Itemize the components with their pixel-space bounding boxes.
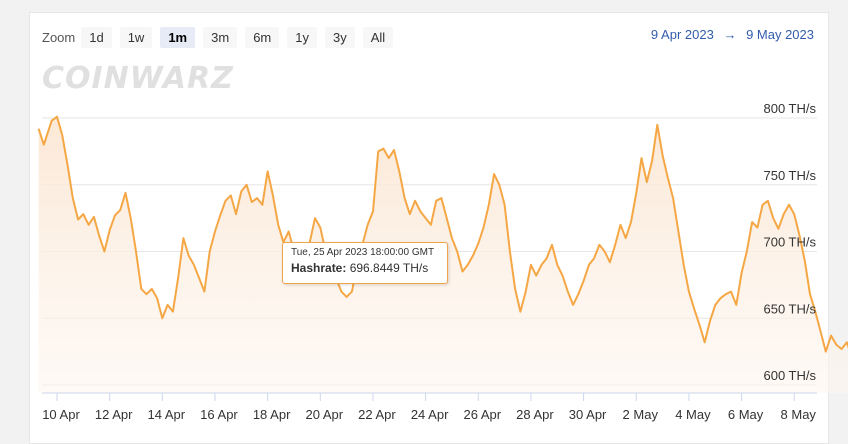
x-tick-label: 30 Apr: [569, 407, 607, 422]
x-tick-label: 18 Apr: [253, 407, 291, 422]
x-tick-label: 20 Apr: [306, 407, 344, 422]
range-to-date[interactable]: 9 May 2023: [746, 27, 814, 42]
x-tick-label: 2 May: [623, 407, 659, 422]
x-tick-label: 6 May: [728, 407, 764, 422]
tooltip-row: Hashrate: 696.8449 TH/s: [291, 261, 439, 275]
zoom-button-all[interactable]: All: [362, 26, 394, 48]
zoom-button-6m[interactable]: 6m: [245, 26, 280, 48]
x-tick-label: 12 Apr: [95, 407, 133, 422]
x-tick-label: 28 Apr: [516, 407, 554, 422]
zoom-button-1y[interactable]: 1y: [287, 26, 317, 48]
x-tick-label: 8 May: [781, 407, 817, 422]
x-tick-label: 10 Apr: [42, 407, 80, 422]
tooltip-label: Hashrate:: [291, 261, 347, 275]
y-tick-label: 700 TH/s: [763, 235, 816, 250]
x-tick-label: 24 Apr: [411, 407, 449, 422]
range-from-date[interactable]: 9 Apr 2023: [650, 27, 714, 42]
zoom-button-3m[interactable]: 3m: [203, 26, 238, 48]
zoom-button-1d[interactable]: 1d: [81, 26, 112, 48]
x-tick-label: 4 May: [675, 407, 711, 422]
date-range: 9 Apr 2023 → 9 May 2023: [651, 27, 814, 42]
x-tick-label: 14 Apr: [148, 407, 186, 422]
zoom-button-1w[interactable]: 1w: [119, 26, 153, 48]
hashrate-series-line[interactable]: [37, 115, 848, 359]
x-tick-label: 16 Apr: [200, 407, 238, 422]
tooltip-value: 696.8449 TH/s: [349, 261, 429, 275]
range-arrow: →: [723, 27, 737, 42]
x-tick-label: 22 Apr: [358, 407, 396, 422]
y-tick-label: 800 TH/s: [763, 101, 816, 116]
zoom-button-1m[interactable]: 1m: [160, 26, 196, 48]
y-tick-label: 650 TH/s: [763, 301, 816, 316]
zoom-button-3y[interactable]: 3y: [324, 26, 355, 48]
y-tick-label: 600 TH/s: [763, 368, 816, 383]
hashrate-tooltip: Tue, 25 Apr 2023 18:00:00 GMT Hashrate: …: [282, 242, 448, 284]
zoom-label: Zoom: [42, 29, 76, 45]
tooltip-date: Tue, 25 Apr 2023 18:00:00 GMT: [291, 247, 435, 258]
zoom-toolbar: Zoom 1d 1w 1m 3m 6m 1y 3y All: [42, 25, 401, 49]
x-tick-label: 26 Apr: [463, 407, 501, 422]
y-tick-label: 750 TH/s: [763, 168, 816, 183]
coinwarz-watermark: COINWARZ: [42, 61, 234, 96]
